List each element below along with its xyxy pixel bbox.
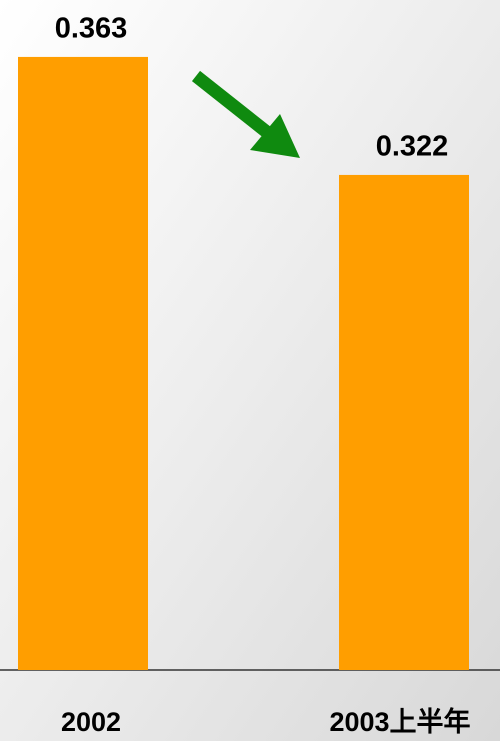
value-label: 0.363	[55, 13, 128, 45]
x-tick-label: 2002	[61, 707, 121, 737]
x-tick-label: 2003上半年	[329, 706, 470, 737]
bar	[18, 56, 148, 671]
bar	[339, 174, 469, 670]
value-label: 0.322	[376, 131, 449, 163]
trend-arrow	[191, 70, 300, 158]
